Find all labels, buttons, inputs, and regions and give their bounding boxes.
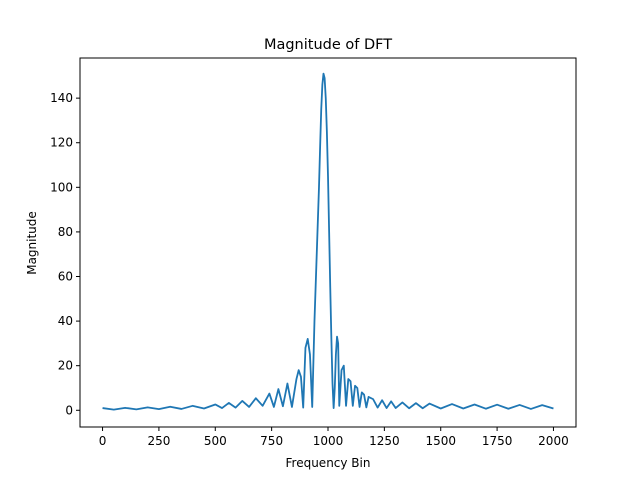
y-tick-label: 60 bbox=[58, 270, 73, 284]
x-tick-label: 1750 bbox=[482, 434, 513, 448]
x-tick-label: 1500 bbox=[425, 434, 456, 448]
series-line bbox=[102, 72, 554, 411]
y-axis-ticks: 0 20 40 60 80 100 120 140 bbox=[50, 91, 80, 417]
y-tick-label: 0 bbox=[65, 403, 73, 417]
x-tick-label: 500 bbox=[204, 434, 227, 448]
x-tick-label: 250 bbox=[147, 434, 170, 448]
plot-frame bbox=[79, 57, 577, 428]
y-axis-label: Magnitude bbox=[25, 211, 39, 275]
y-tick-label: 80 bbox=[58, 225, 73, 239]
y-tick-label: 140 bbox=[50, 91, 73, 105]
x-axis-label: Frequency Bin bbox=[286, 456, 371, 470]
chart-title: Magnitude of DFT bbox=[264, 37, 392, 53]
plot-area bbox=[80, 58, 576, 427]
y-tick-label: 100 bbox=[50, 180, 73, 194]
x-axis-ticks: 0 250 500 750 1000 1250 1500 1750 2000 bbox=[99, 427, 569, 448]
x-tick-label: 1250 bbox=[369, 434, 400, 448]
x-tick-label: 0 bbox=[99, 434, 107, 448]
x-tick-label: 2000 bbox=[538, 434, 569, 448]
x-tick-label: 750 bbox=[260, 434, 283, 448]
y-tick-label: 20 bbox=[58, 359, 73, 373]
y-tick-label: 40 bbox=[58, 314, 73, 328]
x-tick-label: 1000 bbox=[313, 434, 344, 448]
y-tick-label: 120 bbox=[50, 136, 73, 150]
